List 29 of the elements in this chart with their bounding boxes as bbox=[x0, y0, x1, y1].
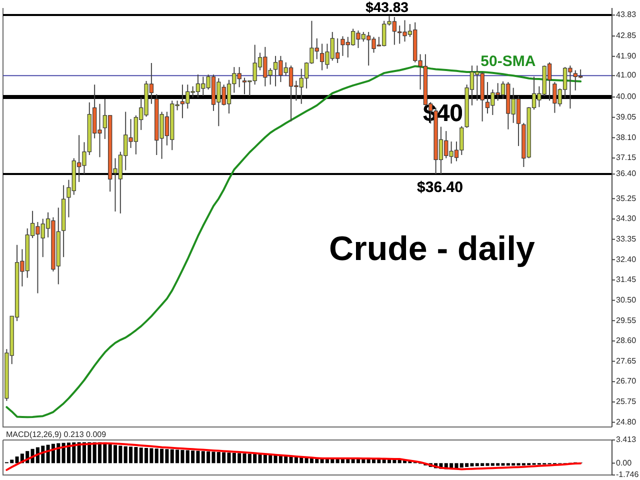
y-tick-label: 25.75 bbox=[616, 397, 637, 406]
y-tick-label: 38.10 bbox=[616, 132, 637, 142]
y-tick-label: -1.746 bbox=[616, 470, 640, 480]
chart-title: MACD(12,26,9) 0.213 0.009 bbox=[6, 430, 107, 439]
series-label: 50-SMA bbox=[480, 52, 536, 70]
ref-line-label: $43.83 bbox=[366, 0, 409, 16]
y-tick-label: 41.90 bbox=[616, 51, 637, 60]
y-tick-label: 27.65 bbox=[616, 356, 637, 366]
y-tick-label: 33.35 bbox=[616, 234, 637, 244]
y-tick-label: 39.05 bbox=[616, 112, 637, 122]
y-tick-label: 43.83 bbox=[616, 10, 637, 20]
y-tick-label: 42.85 bbox=[616, 31, 637, 40]
y-tick-label: 26.70 bbox=[616, 376, 637, 386]
y-tick-label: 36.40 bbox=[616, 169, 637, 178]
y-tick-label: 30.50 bbox=[616, 295, 637, 304]
y-tick-label: 41.00 bbox=[616, 70, 637, 80]
y-tick-label: 0.00 bbox=[616, 458, 632, 468]
ref-line-label: $36.40 bbox=[417, 179, 463, 196]
y-tick-label: 24.80 bbox=[616, 417, 637, 426]
y-tick-label: 28.60 bbox=[616, 336, 637, 346]
y-tick-label: 29.55 bbox=[616, 316, 637, 325]
y-tick-label: 35.25 bbox=[616, 194, 637, 203]
y-tick-label: 34.30 bbox=[616, 214, 637, 224]
annotation: Crude - daily bbox=[329, 230, 536, 268]
y-tick-label: 37.15 bbox=[616, 153, 637, 162]
y-tick-label: 3.413 bbox=[616, 435, 637, 444]
y-tick-label: 32.40 bbox=[616, 254, 637, 264]
y-tick-label: 40.00 bbox=[616, 92, 637, 102]
y-tick-label: 31.45 bbox=[616, 275, 637, 284]
